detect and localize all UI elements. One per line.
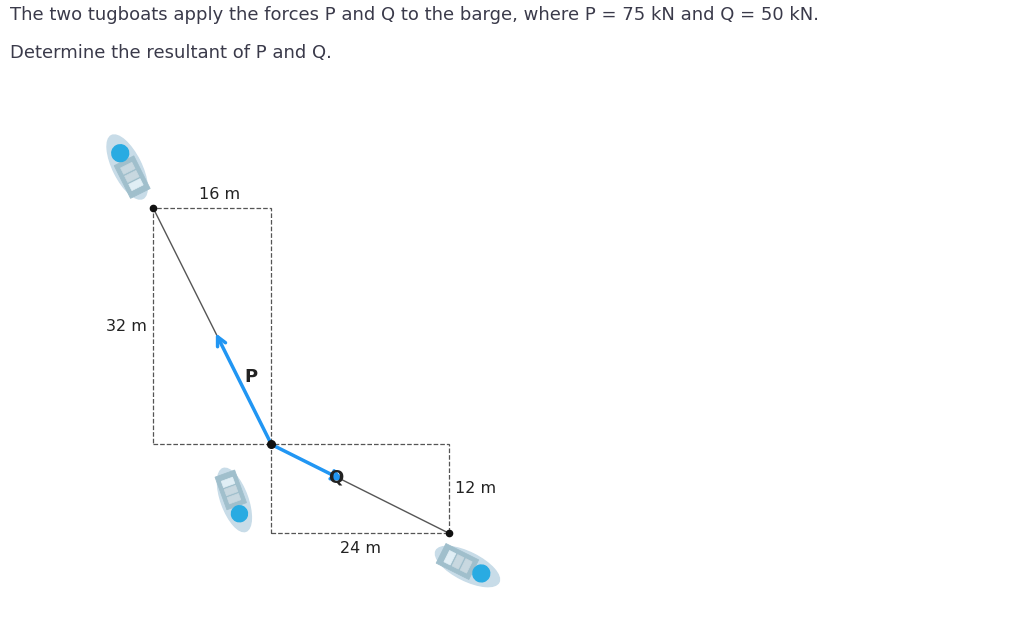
Circle shape: [231, 506, 248, 521]
Text: 24 m: 24 m: [339, 541, 380, 556]
Ellipse shape: [107, 135, 147, 199]
Circle shape: [473, 565, 489, 582]
Bar: [128, 178, 143, 190]
Bar: [215, 470, 247, 510]
Text: The two tugboats apply the forces P and Q to the barge, where P = 75 kN and Q = : The two tugboats apply the forces P and …: [10, 6, 819, 24]
Bar: [114, 156, 150, 198]
Bar: [271, 444, 449, 533]
Text: 12 m: 12 m: [454, 481, 495, 496]
Bar: [124, 170, 139, 182]
Bar: [227, 493, 241, 504]
Bar: [221, 477, 234, 488]
Text: 32 m: 32 m: [106, 319, 147, 334]
Bar: [224, 485, 237, 496]
Bar: [436, 543, 479, 580]
Bar: [444, 550, 455, 565]
Circle shape: [112, 145, 128, 162]
Bar: [461, 558, 472, 573]
Ellipse shape: [436, 546, 500, 587]
Bar: [120, 162, 135, 174]
Text: P: P: [245, 368, 258, 386]
Text: 16 m: 16 m: [199, 187, 241, 202]
Text: Q: Q: [328, 468, 343, 486]
Bar: [153, 208, 271, 444]
Bar: [452, 555, 464, 569]
Ellipse shape: [218, 468, 252, 531]
Text: Determine the resultant of P and Q.: Determine the resultant of P and Q.: [10, 44, 332, 62]
